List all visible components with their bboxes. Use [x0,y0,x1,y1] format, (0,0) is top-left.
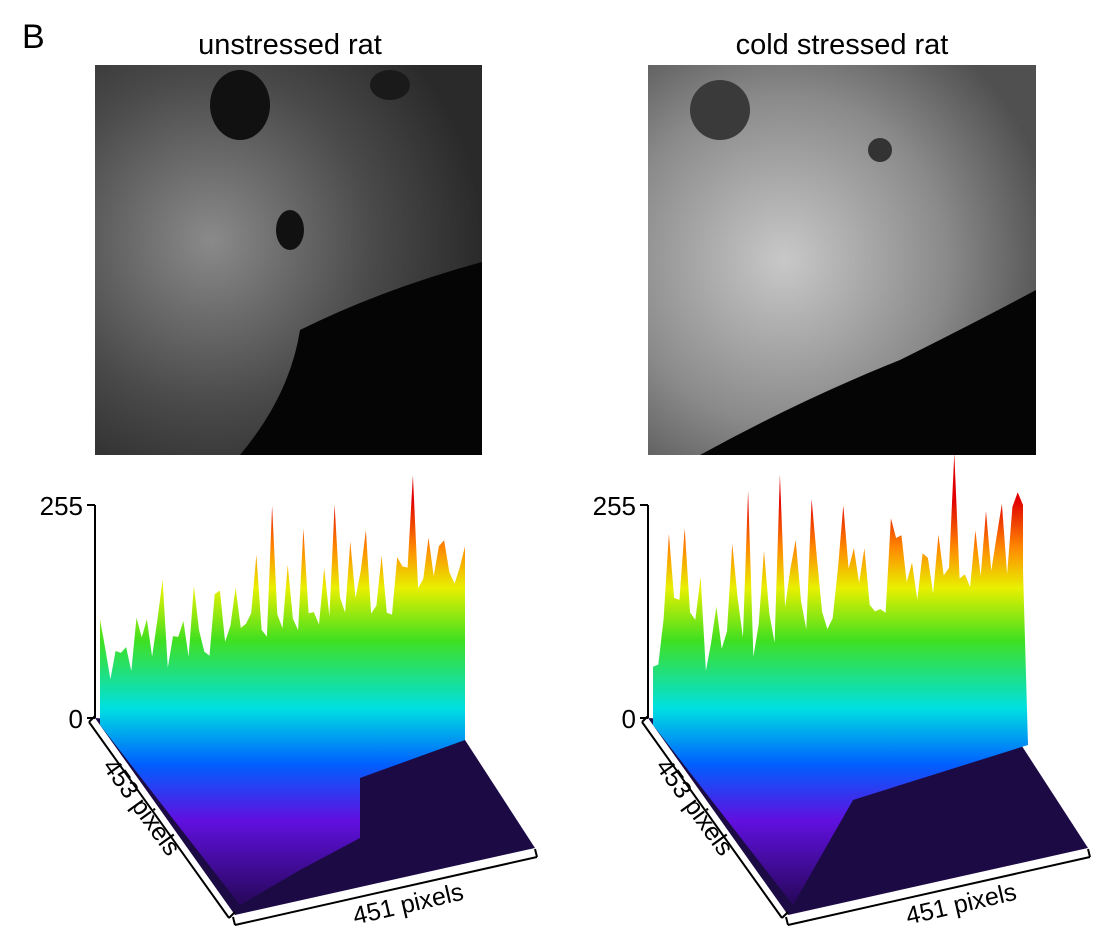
micrograph [95,65,482,455]
surface-plot [100,475,465,905]
y-axis [88,715,236,919]
x-axis [232,848,538,926]
z-tick-label: 255 [593,491,636,521]
y-axis [641,715,789,919]
z-tick-label: 0 [69,704,83,734]
z-tick-label: 255 [40,491,83,521]
z-tick-label: 0 [622,704,636,734]
panel-label: B [22,18,45,56]
x-axis [785,848,1091,926]
panel-title: cold stressed rat [736,29,949,61]
panel-title: unstressed rat [198,29,382,61]
micrograph [648,65,1036,455]
surface-plot [653,453,1028,905]
